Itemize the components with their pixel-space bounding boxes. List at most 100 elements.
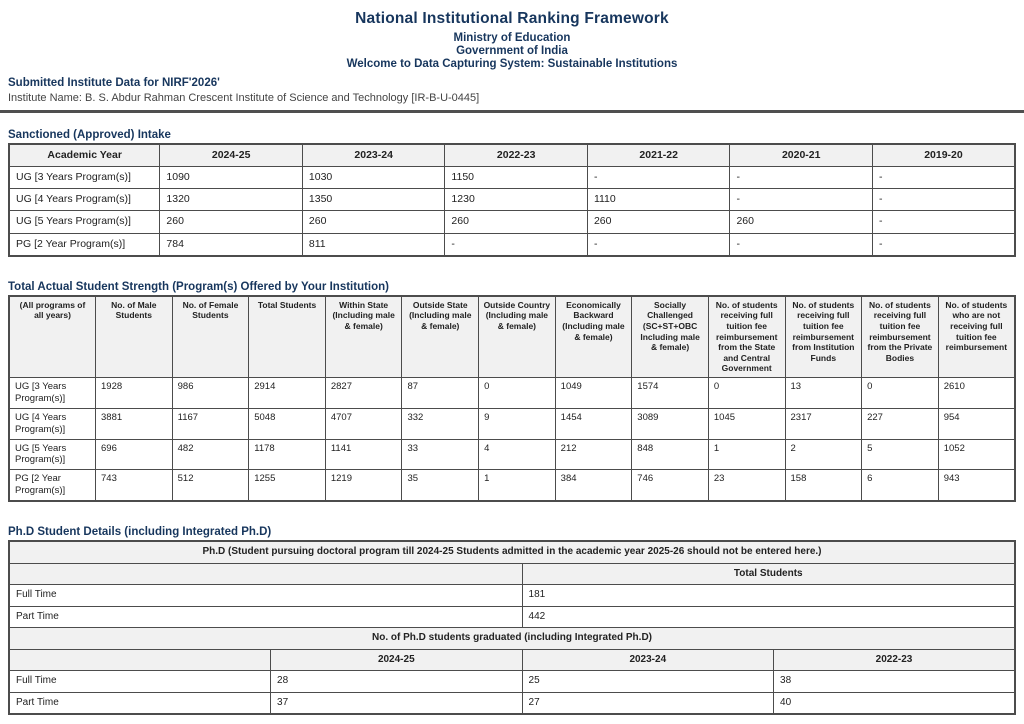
cell-value: 1150 xyxy=(444,166,588,190)
cell-value: - xyxy=(871,232,1016,257)
table-row: Part Time 442 xyxy=(8,605,1016,628)
column-header: 2023-24 xyxy=(301,143,446,168)
cell-value: 181 xyxy=(521,584,1016,607)
row-label: Part Time xyxy=(8,691,272,715)
page-header: National Institutional Ranking Framework… xyxy=(0,0,1024,70)
cell-value: 260 xyxy=(729,210,873,234)
cell-value: 5048 xyxy=(248,407,326,440)
column-header: No. of students receiving full tuition f… xyxy=(784,295,863,378)
cell-value: 332 xyxy=(401,407,480,440)
table-row: UG [5 Years Program(s)] 696 482 1178 1141 33 4… xyxy=(8,438,1016,471)
cell-value: 1030 xyxy=(301,166,446,190)
cell-value: 954 xyxy=(937,407,1016,440)
column-header: No. of Female Students xyxy=(171,295,250,378)
column-header: Economically Backward (Including male & … xyxy=(554,295,633,378)
header-row: Academic Year 2024-25 2023-24 2022-23 2021-2… xyxy=(8,143,1016,168)
cell-value: 35 xyxy=(401,469,480,502)
cell-value: 811 xyxy=(301,232,446,257)
cell-value: 1320 xyxy=(159,188,303,212)
column-header: No. of Male Students xyxy=(95,295,173,378)
column-header: (All programs of all years) xyxy=(8,295,97,378)
cell-value: 4707 xyxy=(324,407,403,440)
cell-value: 260 xyxy=(586,210,731,234)
cell-value: 1049 xyxy=(554,377,633,409)
student-strength-table: (All programs of all years) No. of Male S… xyxy=(8,294,1016,502)
cell-value: - xyxy=(871,166,1016,190)
cell-value: 512 xyxy=(171,469,250,502)
column-header: Socially Challenged (SC+ST+OBC Including… xyxy=(631,295,709,378)
page-title: National Institutional Ranking Framework xyxy=(355,10,669,27)
phd-note: Ph.D (Student pursuing doctoral program … xyxy=(8,540,1016,564)
section-title-sanctioned-intake: Sanctioned (Approved) Intake xyxy=(8,129,171,141)
cell-value: 38 xyxy=(773,670,1016,693)
row-label: PG [2 Year Program(s)] xyxy=(8,232,161,257)
phd-note-row: Ph.D (Student pursuing doctoral program … xyxy=(8,540,1016,564)
institute-block: Submitted Institute Data for NIRF'2026' … xyxy=(0,71,1024,104)
row-label: UG [4 Years Program(s)] xyxy=(8,188,161,212)
cell-value: 260 xyxy=(159,210,303,234)
cell-value: 0 xyxy=(861,377,939,409)
cell-value: 1167 xyxy=(171,407,250,440)
sanctioned-intake-table-head: Academic Year 2024-25 2023-24 2022-23 2021-2… xyxy=(8,143,1016,168)
row-label: Full Time xyxy=(8,584,523,607)
column-header: No. of students receiving full tuition f… xyxy=(707,295,786,378)
column-header: 2021-22 xyxy=(586,143,731,168)
cell-value: 212 xyxy=(554,438,633,471)
cell-value: 943 xyxy=(937,469,1016,502)
cell-value: 1178 xyxy=(248,438,326,471)
cell-value: 27 xyxy=(521,691,775,715)
cell-value: 5 xyxy=(861,438,939,471)
cell-value: 1454 xyxy=(554,407,633,440)
cell-value: 784 xyxy=(159,232,303,257)
column-header: Academic Year xyxy=(8,143,161,168)
table-row: UG [5 Years Program(s)] 260 260 260 260 260- xyxy=(8,210,1016,234)
column-header: 2020-21 xyxy=(729,143,873,168)
table-row: UG [4 Years Program(s)] 3881 1167 5048 4707 3… xyxy=(8,407,1016,440)
cell-value: 482 xyxy=(171,438,250,471)
column-header: Outside Country (Including male & female… xyxy=(478,295,556,378)
phd-details-table: Ph.D (Student pursuing doctoral program … xyxy=(8,540,1016,715)
cell-value: 3881 xyxy=(95,407,173,440)
header-row: (All programs of all years) No. of Male S… xyxy=(8,295,1016,378)
cell-value: - xyxy=(729,232,873,257)
ministry-subtitle: Ministry of Education xyxy=(453,32,571,44)
cell-value: 986 xyxy=(171,377,250,409)
cell-value: 2 xyxy=(784,438,863,471)
government-subtitle: Government of India xyxy=(456,45,568,57)
cell-value: 260 xyxy=(444,210,588,234)
submitted-data-label: Submitted Institute Data for NIRF'2026' xyxy=(8,77,220,89)
cell-value: 1141 xyxy=(324,438,403,471)
sanctioned-intake-table-body: UG [3 Years Program(s)] 1090 1030 1150- - - UG… xyxy=(8,166,1016,257)
cell-value: 2914 xyxy=(248,377,326,409)
cell-value: 1 xyxy=(478,469,556,502)
header-divider xyxy=(0,110,1024,113)
cell-value: 227 xyxy=(861,407,939,440)
table-row: UG [4 Years Program(s)] 1320 1350 1230 1110-… xyxy=(8,188,1016,212)
column-header: 2024-25 xyxy=(159,143,303,168)
welcome-line: Welcome to Data Capturing System: Sustai… xyxy=(346,58,678,70)
cell-value: 260 xyxy=(301,210,446,234)
cell-value: 0 xyxy=(707,377,786,409)
row-label: UG [5 Years Program(s)] xyxy=(8,210,161,234)
cell-value: 13 xyxy=(784,377,863,409)
cell-value: 1230 xyxy=(444,188,588,212)
column-header: 2022-23 xyxy=(444,143,588,168)
cell-value: 442 xyxy=(521,605,1016,628)
cell-value: 6 xyxy=(861,469,939,502)
phd-graduated-header-row: No. of Ph.D students graduated (includin… xyxy=(8,627,1016,650)
table-row: Full Time 181 xyxy=(8,584,1016,607)
table-row: Full Time 28 25 38 xyxy=(8,670,1016,693)
cell-value: - xyxy=(586,232,731,257)
row-label: Part Time xyxy=(8,605,523,628)
phd-graduated-header: No. of Ph.D students graduated (includin… xyxy=(8,627,1016,650)
phd-blank-cell xyxy=(8,648,272,671)
column-header: 2019-20 xyxy=(871,143,1016,168)
cell-value: 25 xyxy=(521,670,775,693)
cell-value: 384 xyxy=(554,469,633,502)
cell-value: 87 xyxy=(401,377,480,409)
cell-value: - xyxy=(729,166,873,190)
column-header: No. of students receiving full tuition f… xyxy=(861,295,939,378)
column-header: Within State (Including male & female) xyxy=(324,295,403,378)
cell-value: - xyxy=(444,232,588,257)
cell-value: 1350 xyxy=(301,188,446,212)
